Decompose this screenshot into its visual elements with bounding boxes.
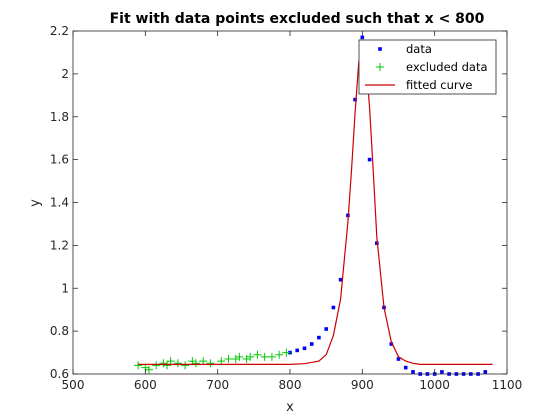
excluded-data-point (163, 361, 172, 370)
data-point (403, 365, 408, 370)
chart-title: Fit with data points excluded such that … (110, 11, 485, 27)
legend-label: fitted curve (406, 78, 473, 92)
y-tick-label: 2.2 (50, 24, 69, 38)
x-tick-label: 1000 (419, 378, 450, 392)
data-point (338, 277, 343, 282)
excluded-data-point (260, 352, 269, 361)
y-tick-label: 2 (61, 67, 69, 81)
data-point (324, 327, 328, 331)
legend-swatch-excluded-data (376, 63, 384, 71)
excluded-data-point (206, 359, 215, 368)
excluded-data-point (181, 361, 190, 370)
excluded-data-point (134, 361, 143, 370)
data-point (309, 342, 314, 346)
y-tick-label: 1.8 (50, 110, 69, 124)
y-tick-label: 1 (61, 281, 69, 295)
excluded-data-point (282, 348, 291, 357)
data-point (411, 370, 415, 374)
data-point (396, 357, 401, 361)
excluded-data-point (275, 350, 284, 359)
data-point (331, 305, 336, 310)
x-tick-label: 700 (206, 378, 229, 392)
y-tick-label: 0.6 (50, 367, 69, 381)
y-tick-label: 1.2 (50, 238, 69, 252)
data-point (375, 241, 379, 245)
excluded-data-point (191, 359, 200, 368)
x-tick-label: 500 (62, 378, 85, 392)
data-point (302, 346, 307, 351)
excluded-data-point (173, 359, 182, 368)
excluded-data-point (224, 354, 233, 363)
data-point (317, 335, 321, 340)
x-tick-label: 800 (279, 378, 302, 392)
data-point (389, 342, 394, 346)
legend-label: excluded data (406, 60, 488, 74)
x-tick-label: 900 (351, 378, 374, 392)
x-axis-label: x (286, 400, 294, 415)
y-tick-label: 1.4 (50, 196, 69, 210)
data-point (295, 348, 299, 353)
legend-swatch-data (378, 47, 382, 51)
y-tick-label: 1.6 (50, 153, 69, 167)
data-point (440, 370, 444, 374)
x-tick-label: 600 (134, 378, 157, 392)
data-point (483, 370, 488, 374)
data-point (360, 35, 365, 40)
legend-label: data (406, 42, 432, 56)
y-tick-label: 0.8 (50, 324, 69, 338)
legend: data excluded data fitted curve (358, 39, 497, 95)
excluded-data-point (253, 350, 262, 359)
data-point (367, 157, 372, 162)
excluded-data-point (159, 359, 168, 368)
excluded-data-point (235, 352, 244, 361)
y-axis-label: y (28, 199, 43, 207)
x-tick-label: 1100 (492, 378, 523, 392)
excluded-data-point (267, 352, 276, 361)
excluded-data-point (242, 354, 251, 363)
excluded-data-point (152, 361, 161, 370)
excluded-data-point (231, 354, 240, 363)
excluded-data-point (144, 365, 153, 374)
data-point (353, 97, 357, 102)
axes: 500 600 700 800 900 1000 1100 0.6 0.8 1 1.2 1.4 1.6 1… (50, 24, 522, 392)
excluded-data-point (246, 352, 255, 361)
